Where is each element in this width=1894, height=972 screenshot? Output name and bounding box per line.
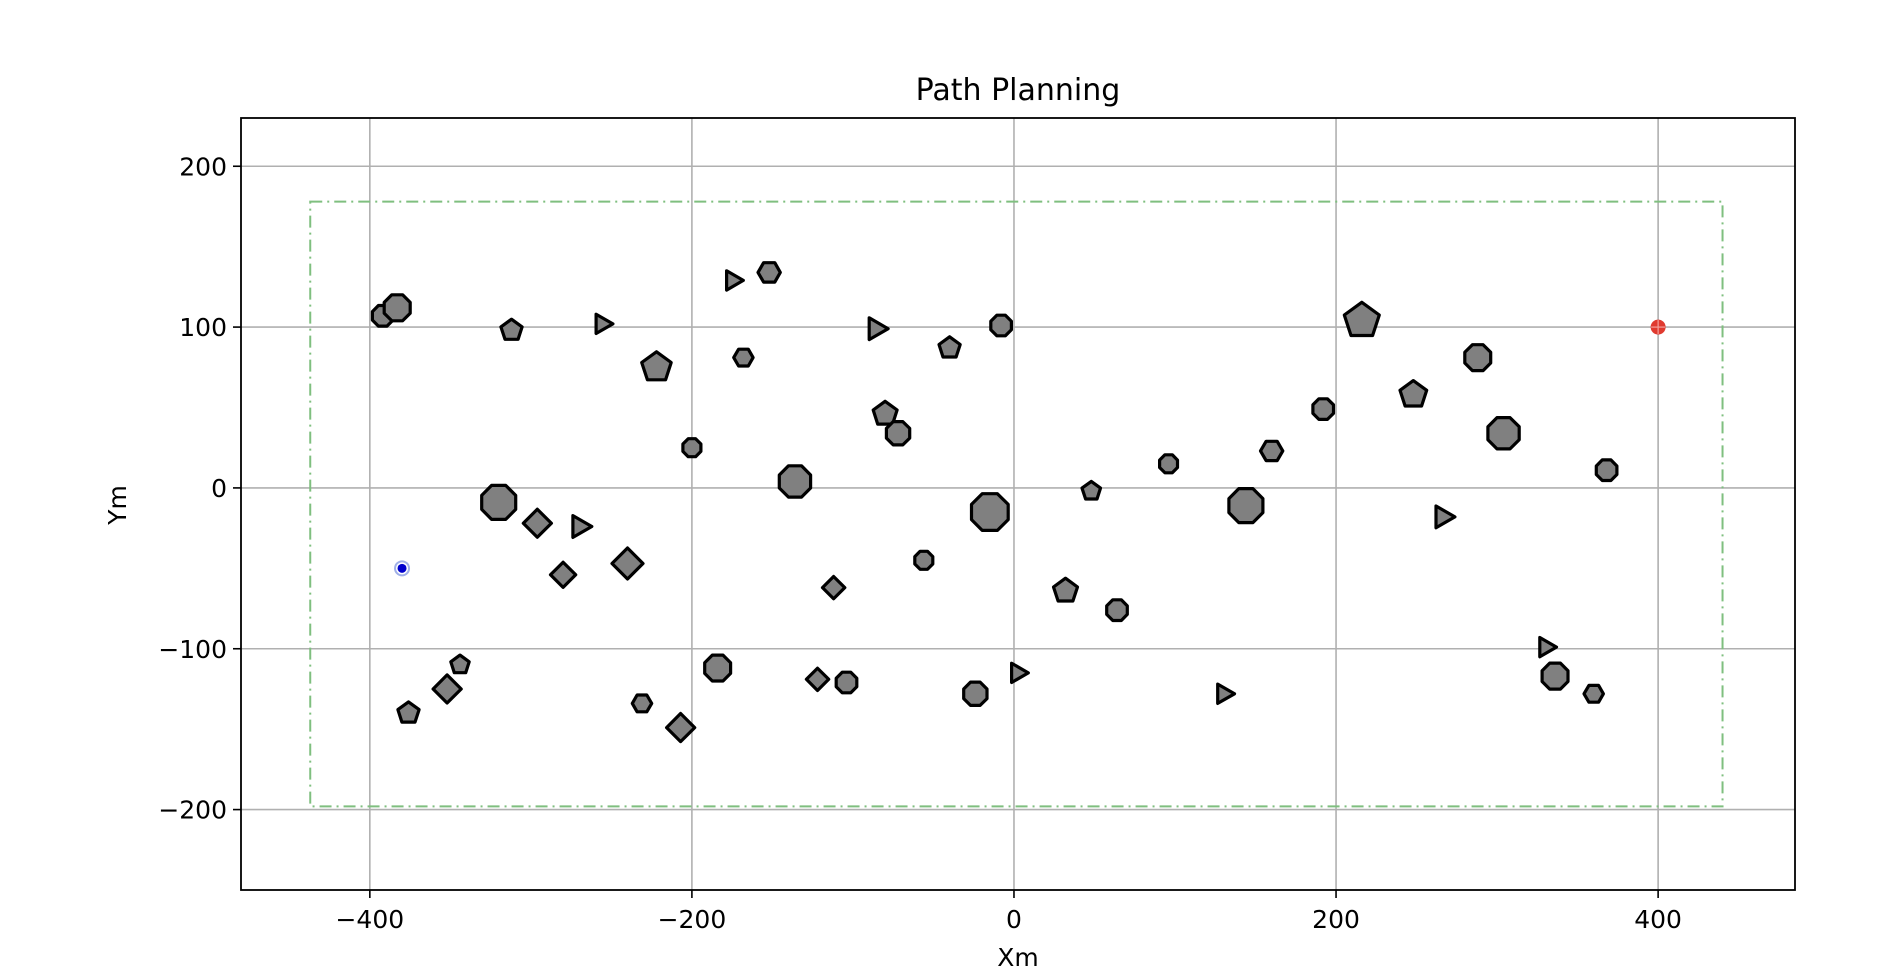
obstacle-pentagon (640, 350, 673, 382)
obstacle-hexagon (732, 347, 755, 368)
boundary-layer (309, 200, 1724, 808)
axis-ticks: −400 −200 0 200 400 −200 −100 0 100 200 (158, 152, 1682, 934)
obstacle-octagon (989, 313, 1014, 338)
obstacle-triangle (1009, 661, 1030, 685)
x-tick-label: −400 (335, 905, 404, 934)
x-tick-label: 400 (1634, 905, 1682, 934)
obstacle-triangle (571, 513, 594, 540)
obstacle-octagon (382, 293, 412, 323)
y-tick-label: 0 (211, 474, 227, 503)
obstacle-square (610, 546, 645, 581)
x-tick-label: −200 (658, 905, 727, 934)
obstacle-hexagon (1258, 439, 1285, 463)
obstacle-octagon (884, 420, 912, 447)
obstacle-octagon (969, 492, 1010, 533)
obstacle-octagon (1540, 661, 1570, 691)
obstacle-square (804, 666, 831, 693)
obstacle-octagon (1594, 458, 1619, 483)
obstacle-square (664, 711, 697, 744)
obstacle-hexagon (1582, 683, 1606, 704)
y-tick-label: 200 (179, 152, 227, 181)
obstacle-octagon (480, 483, 518, 522)
y-tick-label: −200 (158, 796, 227, 825)
waypoints (394, 319, 1666, 577)
obstacle-hexagon (756, 261, 782, 284)
obstacle-octagon (703, 653, 733, 683)
obstacle-triangle (867, 316, 890, 342)
chart-title: Path Planning (916, 73, 1121, 108)
y-axis-label: Ym (103, 485, 132, 526)
obstacle-octagon (777, 464, 813, 499)
obstacle-triangle (594, 312, 615, 336)
grid (241, 118, 1795, 890)
obstacle-pentagon (937, 335, 962, 359)
obstacle-octagon (834, 670, 859, 695)
obstacle-pentagon (871, 399, 899, 426)
obstacle-octagon (913, 549, 935, 571)
obstacle-pentagon (449, 653, 471, 675)
x-tick-label: 200 (1312, 905, 1360, 934)
obstacle-triangle (724, 269, 745, 292)
obstacle-triangle (1216, 682, 1237, 706)
obstacle-square (431, 673, 463, 705)
obstacle-pentagon (396, 700, 421, 724)
x-axis-label: Xm (997, 943, 1038, 972)
obstacle-pentagon (1342, 300, 1381, 338)
obstacle-octagon (962, 680, 989, 708)
obstacles (370, 261, 1619, 744)
obstacle-pentagon (1080, 479, 1103, 501)
obstacle-octagon (1157, 453, 1180, 475)
obstacle-octagon (1105, 598, 1129, 623)
start-point (397, 563, 407, 573)
obstacle-octagon (1227, 487, 1265, 525)
boundary-rectangle (309, 200, 1724, 808)
obstacle-square (820, 574, 847, 601)
obstacle-pentagon (1051, 576, 1080, 603)
obstacle-pentagon (499, 317, 524, 341)
obstacle-square (548, 560, 578, 590)
obstacle-triangle (1538, 635, 1559, 659)
obstacle-square (521, 507, 554, 539)
x-tick-label: 0 (1006, 905, 1022, 934)
obstacle-pentagon (1398, 379, 1429, 408)
plot-area-frame (240, 117, 1796, 891)
obstacle-octagon (681, 437, 703, 459)
y-tick-label: 100 (179, 313, 227, 342)
y-tick-label: −100 (158, 635, 227, 664)
obstacle-triangle (1434, 504, 1457, 530)
obstacle-octagon (1311, 397, 1336, 421)
obstacle-hexagon (630, 693, 654, 714)
obstacle-octagon (1463, 343, 1493, 373)
obstacle-octagon (1486, 416, 1521, 451)
